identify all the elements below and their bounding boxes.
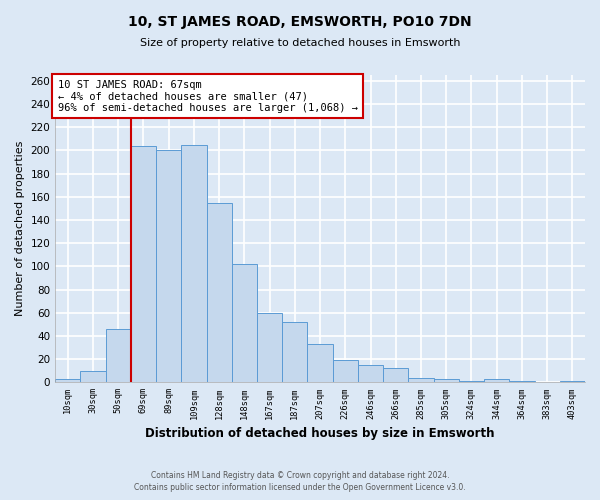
- Bar: [106, 329, 131, 382]
- Bar: [181, 144, 206, 382]
- Text: 10 ST JAMES ROAD: 67sqm
← 4% of detached houses are smaller (47)
96% of semi-det: 10 ST JAMES ROAD: 67sqm ← 4% of detached…: [58, 80, 358, 113]
- Y-axis label: Number of detached properties: Number of detached properties: [15, 141, 25, 316]
- Bar: [459, 381, 484, 382]
- Bar: [509, 381, 535, 382]
- Bar: [434, 379, 459, 382]
- X-axis label: Distribution of detached houses by size in Emsworth: Distribution of detached houses by size …: [145, 427, 495, 440]
- Text: Size of property relative to detached houses in Emsworth: Size of property relative to detached ho…: [140, 38, 460, 48]
- Bar: [307, 344, 332, 383]
- Bar: [55, 379, 80, 382]
- Bar: [484, 379, 509, 382]
- Bar: [206, 202, 232, 382]
- Bar: [560, 381, 585, 382]
- Bar: [131, 146, 156, 382]
- Text: Contains public sector information licensed under the Open Government Licence v3: Contains public sector information licen…: [134, 484, 466, 492]
- Bar: [332, 360, 358, 382]
- Bar: [232, 264, 257, 382]
- Bar: [282, 322, 307, 382]
- Bar: [358, 365, 383, 382]
- Bar: [409, 378, 434, 382]
- Bar: [383, 368, 409, 382]
- Text: Contains HM Land Registry data © Crown copyright and database right 2024.: Contains HM Land Registry data © Crown c…: [151, 471, 449, 480]
- Text: 10, ST JAMES ROAD, EMSWORTH, PO10 7DN: 10, ST JAMES ROAD, EMSWORTH, PO10 7DN: [128, 15, 472, 29]
- Bar: [257, 312, 282, 382]
- Bar: [156, 150, 181, 382]
- Bar: [80, 370, 106, 382]
